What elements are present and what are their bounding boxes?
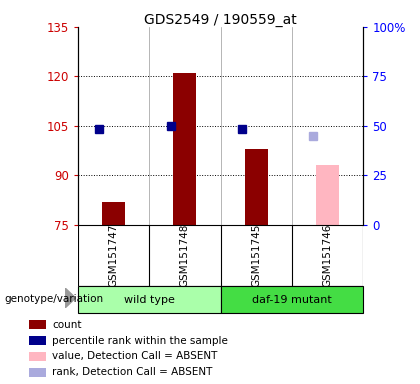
Bar [220, 286, 363, 313]
Bar [29, 336, 46, 345]
Text: percentile rank within the sample: percentile rank within the sample [52, 336, 228, 346]
Polygon shape [65, 288, 76, 308]
Text: genotype/variation: genotype/variation [4, 294, 103, 304]
Bar [29, 352, 46, 361]
Bar [245, 149, 268, 225]
Text: rank, Detection Call = ABSENT: rank, Detection Call = ABSENT [52, 367, 212, 377]
Text: GDS2549 / 190559_at: GDS2549 / 190559_at [144, 13, 297, 27]
Text: count: count [52, 320, 81, 330]
Bar [29, 368, 46, 377]
Text: value, Detection Call = ABSENT: value, Detection Call = ABSENT [52, 351, 217, 361]
Text: GSM151748: GSM151748 [180, 223, 190, 287]
Text: wild type: wild type [123, 295, 175, 305]
Bar [102, 202, 125, 225]
Text: GSM151747: GSM151747 [108, 223, 118, 287]
Bar [29, 320, 46, 329]
Text: daf-19 mutant: daf-19 mutant [252, 295, 332, 305]
Bar [78, 286, 220, 313]
Text: GSM151745: GSM151745 [251, 223, 261, 287]
Text: GSM151746: GSM151746 [323, 223, 333, 287]
Bar [316, 166, 339, 225]
Bar [173, 73, 196, 225]
